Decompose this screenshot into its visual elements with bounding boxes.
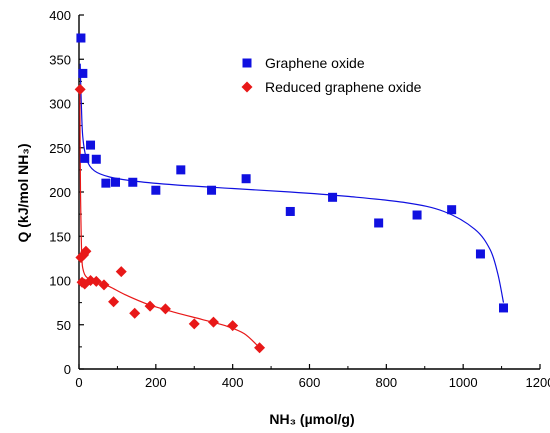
graphene-oxide-point	[80, 153, 90, 163]
graphene-oxide-point	[176, 165, 186, 175]
y-tick-label: 200	[49, 185, 71, 200]
graphene-oxide-point	[110, 177, 120, 187]
graphene-oxide-point	[207, 185, 217, 195]
graphene-oxide-point	[101, 178, 111, 188]
graphene-oxide-point	[78, 68, 88, 78]
reduced-graphene-oxide-point	[90, 275, 102, 287]
reduced-graphene-oxide-point	[207, 316, 219, 328]
x-tick-label: 600	[299, 375, 321, 390]
x-tick-label: 800	[375, 375, 397, 390]
y-tick-label: 150	[49, 229, 71, 244]
y-tick-label: 300	[49, 97, 71, 112]
reduced-graphene-oxide-point	[188, 318, 200, 330]
graphene-oxide-point	[499, 303, 509, 313]
y-tick-label: 50	[57, 318, 71, 333]
reduced-graphene-oxide-point	[159, 303, 171, 315]
reduced-graphene-oxide-point	[227, 320, 239, 332]
reduced-graphene-oxide-point	[129, 307, 141, 319]
y-axis-label: Q (kJ/mol NH₃)	[15, 143, 31, 242]
reduced-graphene-oxide-point	[98, 279, 110, 291]
reduced-graphene-oxide-point	[108, 296, 120, 308]
y-tick-label: 350	[49, 52, 71, 67]
legend-label-graphene-oxide: Graphene oxide	[265, 55, 365, 71]
y-tick-label: 100	[49, 274, 71, 289]
graphene-oxide-point	[328, 192, 338, 202]
reduced-graphene-oxide-point	[80, 245, 92, 257]
y-tick-label: 250	[49, 141, 71, 156]
graphene-oxide-point	[91, 154, 101, 164]
x-tick-label: 0	[75, 375, 82, 390]
graphene-oxide-point	[76, 33, 86, 43]
fit-curves	[79, 63, 505, 349]
reduced-graphene-oxide-point	[115, 266, 127, 278]
x-tick-label: 1000	[449, 375, 478, 390]
reduced-graphene-oxide-point	[74, 83, 86, 95]
graphene-oxide-point	[475, 249, 485, 259]
x-tick-label: 200	[145, 375, 167, 390]
graphene-oxide-point	[151, 185, 161, 195]
legend-marker-graphene-oxide	[242, 58, 252, 68]
graphene-oxide-point	[86, 140, 96, 150]
y-tick-label: 400	[49, 8, 71, 23]
legend-marker-reduced-graphene-oxide	[241, 81, 253, 93]
x-axis-label: NH₃ (µmol/g)	[269, 411, 354, 427]
graphene-oxide-point	[447, 205, 457, 215]
reduced-graphene-oxide-point	[144, 300, 156, 312]
x-tick-label: 400	[222, 375, 244, 390]
y-tick-label: 0	[64, 362, 71, 377]
legend: Graphene oxide Reduced graphene oxide	[241, 55, 422, 95]
graphene-oxide-point	[374, 218, 384, 228]
data-points	[74, 33, 509, 354]
graphene-oxide-point	[412, 210, 422, 220]
graphene-oxide-point	[285, 206, 295, 216]
legend-label-reduced-graphene-oxide: Reduced graphene oxide	[265, 79, 422, 95]
graphene-oxide-point	[128, 177, 138, 187]
reduced-graphene-oxide-point	[254, 342, 266, 354]
graphene-oxide-point	[241, 174, 251, 184]
graphene-oxide-fit-curve	[79, 63, 505, 303]
